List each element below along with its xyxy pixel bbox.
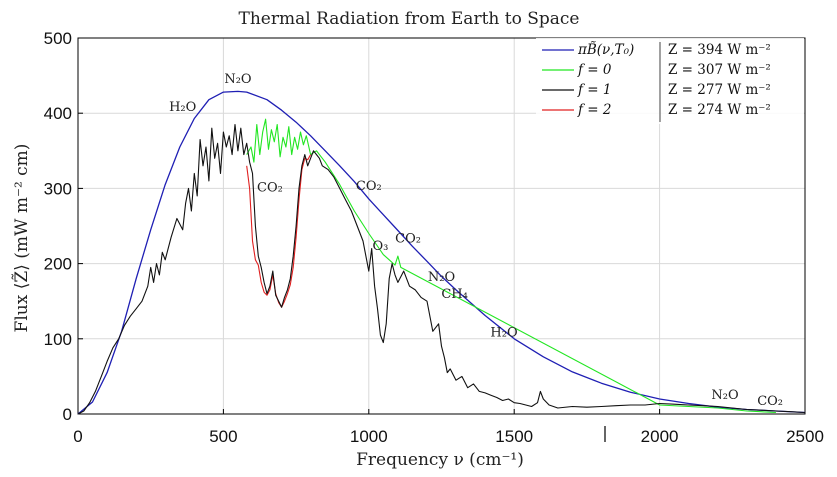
annotation-label: CO₂ xyxy=(395,232,421,247)
annotation-label: CO₂ xyxy=(757,394,783,409)
legend-entry-value: Z = 274 W m⁻² xyxy=(668,102,771,118)
legend-entry-value: Z = 307 W m⁻² xyxy=(668,62,771,78)
series-line-1 xyxy=(246,118,776,414)
y-tick-label: 400 xyxy=(44,104,72,123)
series-lines xyxy=(77,90,806,415)
chart-title: Thermal Radiation from Earth to Space xyxy=(239,9,580,29)
annotation-label: CO₂ xyxy=(356,179,382,194)
y-tick-label: 100 xyxy=(44,330,72,349)
annotation-label: O₃ xyxy=(372,239,388,254)
x-tick-label: 2000 xyxy=(641,427,679,446)
legend-entry-name: πB̃(ν,T₀) xyxy=(577,42,634,58)
plot-frame xyxy=(77,37,806,415)
legend-background xyxy=(536,38,804,124)
legend-entry-name: f = 2 xyxy=(577,102,611,118)
x-tick-label: 1500 xyxy=(495,427,533,446)
legend-entry-name: f = 1 xyxy=(577,82,611,98)
legend-entry-name: f = 0 xyxy=(577,62,612,78)
y-tick-label: 300 xyxy=(44,179,72,198)
x-tick-label: 2500 xyxy=(786,427,824,446)
annotation-label: N₂O xyxy=(224,72,251,87)
legend: πB̃(ν,T₀) Z = 394 W m⁻² f = 0 Z = 307 W m⁻²… xyxy=(536,38,804,124)
annotation-label: H₂O xyxy=(169,100,196,115)
y-tick-label: 0 xyxy=(63,405,72,424)
x-axis-label: Frequency ν (cm⁻¹) xyxy=(356,450,524,470)
y-axis-label: Flux ⟨Z̃⟩ (mW m⁻² cm) xyxy=(12,144,32,333)
series-line-2 xyxy=(77,123,806,415)
annotation-label: H₂O xyxy=(490,326,517,341)
x-axis-ticks: 0 500 1000 1500 2000 2500 xyxy=(73,409,824,446)
annotation-label: CH₄ xyxy=(441,287,468,302)
x-tick-label: 0 xyxy=(73,427,82,446)
series-line-0 xyxy=(77,90,806,415)
annotation-label: CO₂ xyxy=(257,180,283,195)
annotations: N₂O H₂O CO₂ CO₂ O₃ CO₂ N₂O CH₄ H₂O N₂O CO₂ xyxy=(169,72,783,409)
annotation-label: N₂O xyxy=(428,270,455,285)
y-tick-label: 200 xyxy=(44,255,72,274)
legend-entry-value: Z = 277 W m⁻² xyxy=(668,82,771,98)
x-tick-label: 1000 xyxy=(350,427,388,446)
y-tick-label: 500 xyxy=(44,29,72,48)
x-tick-label: 500 xyxy=(209,427,237,446)
legend-entry-value: Z = 394 W m⁻² xyxy=(668,42,771,58)
annotation-label: N₂O xyxy=(711,388,738,403)
series-line-3 xyxy=(246,154,312,308)
y-axis-ticks: 0 100 200 300 400 500 xyxy=(44,29,83,424)
